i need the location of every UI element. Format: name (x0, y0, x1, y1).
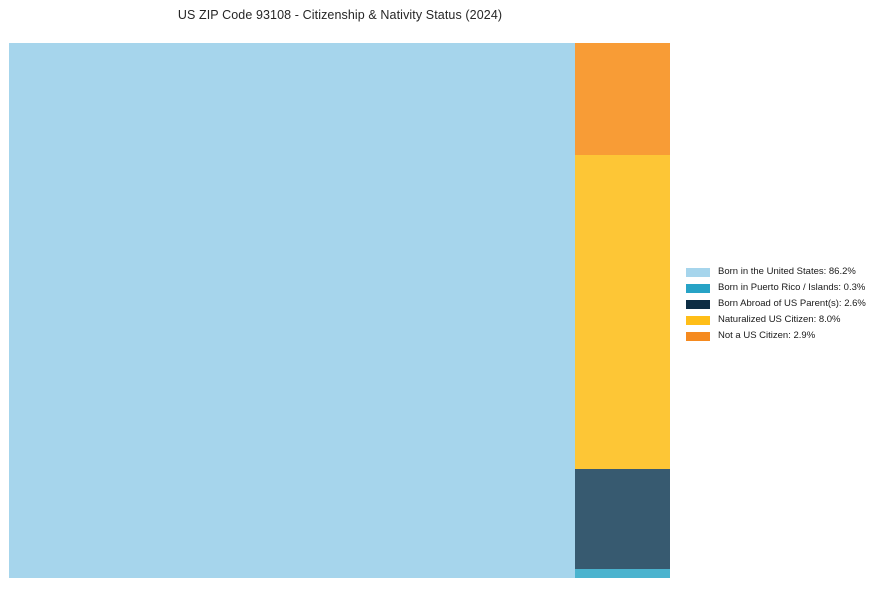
legend-swatch-icon (686, 267, 710, 277)
legend-item-label: Naturalized US Citizen: 8.0% (718, 314, 841, 326)
treemap-tile-born-in-the-united-states[interactable] (9, 43, 575, 578)
legend-item-label: Born in the United States: 86.2% (718, 266, 856, 278)
legend-item-born-in-puerto-rico-islands[interactable]: Born in Puerto Rico / Islands: 0.3% (686, 280, 882, 296)
treemap-tile-not-a-us-citizen[interactable] (575, 43, 670, 155)
legend-swatch-icon (686, 315, 710, 325)
legend-swatch-icon (686, 283, 710, 293)
legend-item-born-abroad-of-us-parents[interactable]: Born Abroad of US Parent(s): 2.6% (686, 296, 882, 312)
legend-swatch-icon (686, 299, 710, 309)
legend-item-not-a-us-citizen[interactable]: Not a US Citizen: 2.9% (686, 328, 882, 344)
treemap-tile-born-in-puerto-rico-islands[interactable] (575, 569, 670, 578)
treemap-right-column (575, 43, 670, 578)
treemap-tile-naturalized-us-citizen[interactable] (575, 155, 670, 469)
legend-item-label: Not a US Citizen: 2.9% (718, 330, 816, 342)
treemap-tile-born-abroad-of-us-parents[interactable] (575, 469, 670, 569)
legend-item-label: Born in Puerto Rico / Islands: 0.3% (718, 282, 866, 294)
chart-legend: Born in the United States: 86.2% Born in… (686, 264, 882, 344)
legend-item-label: Born Abroad of US Parent(s): 2.6% (718, 298, 866, 310)
legend-swatch-icon (686, 331, 710, 341)
treemap-plot-area (9, 43, 670, 578)
legend-item-born-in-the-united-states[interactable]: Born in the United States: 86.2% (686, 264, 882, 280)
chart-title: US ZIP Code 93108 - Citizenship & Nativi… (177, 8, 503, 22)
legend-item-naturalized-us-citizen[interactable]: Naturalized US Citizen: 8.0% (686, 312, 882, 328)
